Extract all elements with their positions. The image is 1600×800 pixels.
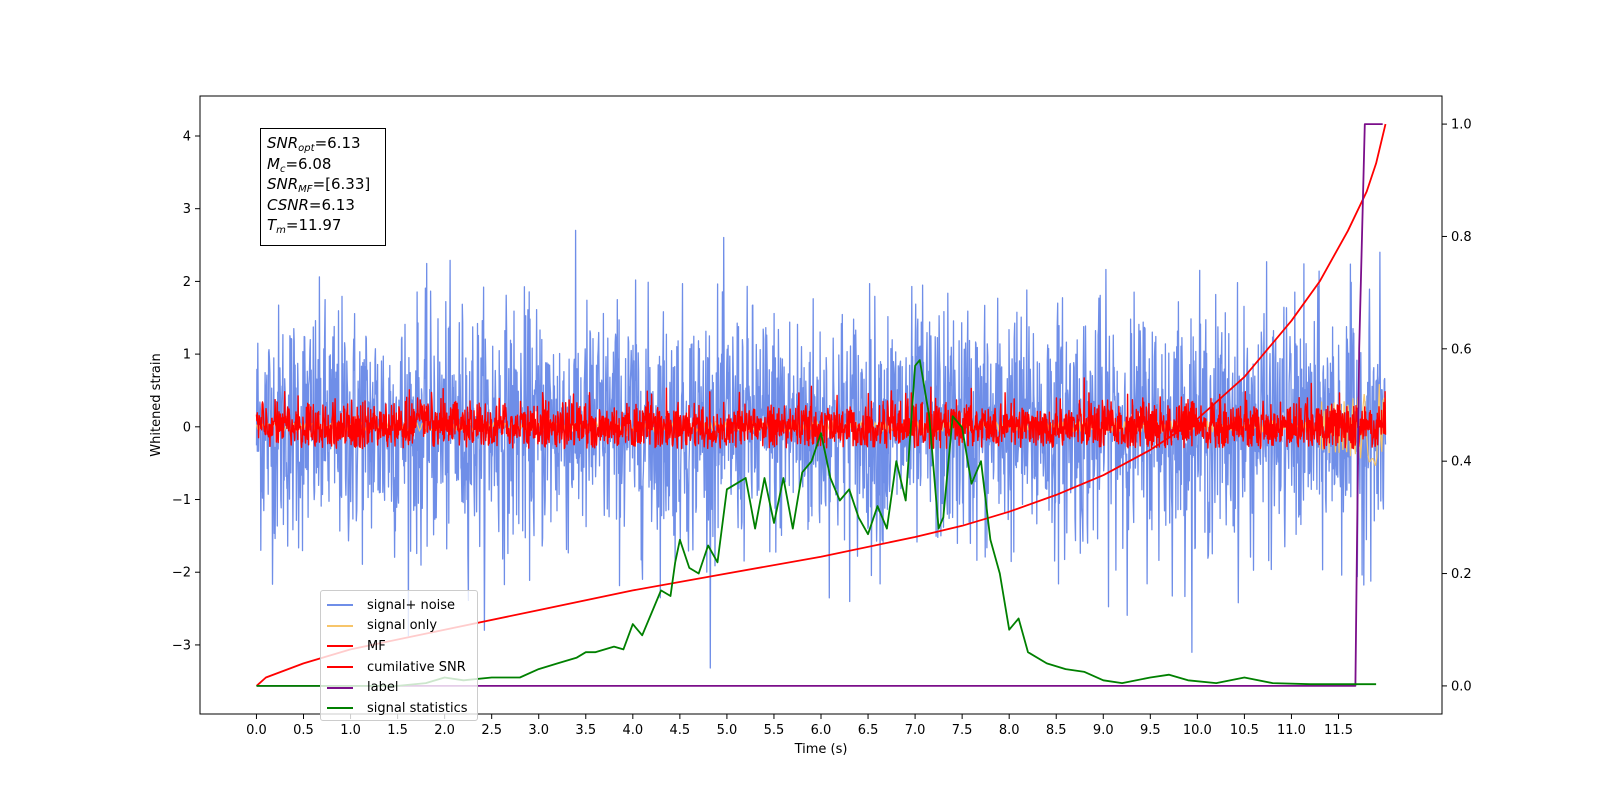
- x-tick-label: 11.0: [1277, 723, 1306, 738]
- legend-item: MF: [327, 636, 471, 657]
- x-tick-label: 4.5: [670, 723, 691, 738]
- legend-swatch: [327, 707, 353, 710]
- legend-swatch: [327, 624, 353, 627]
- legend-label: cumilative SNR: [367, 659, 466, 675]
- left-y-axis-ticks: −3 −2 −1 0 1 2 3 4: [172, 129, 200, 653]
- legend-swatch: [327, 666, 353, 669]
- x-tick-label: 7.5: [952, 723, 973, 738]
- series-line-signal-statistics: [256, 359, 1377, 687]
- x-tick-label: 10.5: [1230, 723, 1259, 738]
- y-left-tick-label: 1: [183, 348, 191, 363]
- y-left-tick-label: −1: [172, 493, 191, 508]
- x-tick-label: 8.0: [999, 723, 1020, 738]
- y-right-tick-label: 0.4: [1451, 455, 1472, 470]
- legend-label: signal statistics: [367, 700, 468, 716]
- snr-opt-line: SNRopt=6.13: [267, 134, 361, 154]
- legend-label: label: [367, 680, 399, 696]
- x-tick-label: 0.5: [293, 723, 314, 738]
- x-tick-label: 4.0: [622, 723, 643, 738]
- y-right-tick-label: 1.0: [1451, 118, 1472, 133]
- x-tick-label: 2.5: [481, 723, 502, 738]
- merger-time-line: Tm=11.97: [267, 216, 342, 236]
- x-tick-label: 6.0: [811, 723, 832, 738]
- snr-info-box: SNRopt=6.13 Mc=6.08 SNRMF=[6.33] CSNR=6.…: [260, 128, 386, 246]
- y-right-tick-label: 0.0: [1451, 679, 1472, 694]
- x-tick-label: 2.0: [434, 723, 455, 738]
- series-line-label: [256, 123, 1383, 687]
- x-tick-label: 8.5: [1046, 723, 1067, 738]
- legend-label: signal+ noise: [367, 597, 456, 613]
- legend-label: signal only: [367, 618, 438, 634]
- x-tick-label: 6.5: [858, 723, 879, 738]
- csnr-line: CSNR=6.13: [267, 195, 355, 214]
- legend-item: label: [327, 677, 471, 698]
- legend-item: cumilative SNR: [327, 657, 471, 678]
- legend-swatch: [327, 604, 353, 607]
- y-right-tick-label: 0.6: [1451, 342, 1472, 357]
- x-tick-label: 7.0: [905, 723, 926, 738]
- x-tick-label: 3.5: [575, 723, 596, 738]
- legend-swatch: [327, 645, 353, 648]
- y-left-tick-label: −2: [172, 566, 191, 581]
- y-right-tick-label: 0.8: [1451, 230, 1472, 245]
- y-axis-label: Whitened strain: [149, 353, 164, 456]
- y-left-tick-label: 3: [183, 202, 191, 217]
- y-right-tick-label: 0.2: [1451, 567, 1472, 582]
- y-left-tick-label: 2: [183, 275, 191, 290]
- x-tick-label: 9.0: [1093, 723, 1114, 738]
- x-axis-ticks: 0.0 0.5 1.0 1.5 2.0 2.5 3.0 3.5 4.0 4.5 5.0 5.5 6.0 6…: [246, 714, 1353, 738]
- x-tick-label: 11.5: [1324, 723, 1353, 738]
- x-tick-label: 3.0: [528, 723, 549, 738]
- y-left-tick-label: 4: [183, 129, 191, 144]
- x-tick-label: 1.5: [387, 723, 408, 738]
- legend-item: signal statistics: [327, 698, 471, 719]
- series-line-mf: [255, 377, 1387, 450]
- x-tick-label: 1.0: [340, 723, 361, 738]
- x-tick-label: 9.5: [1140, 723, 1161, 738]
- legend-item: signal+ noise: [327, 595, 471, 616]
- snr-mf-line: SNRMF=[6.33]: [267, 175, 371, 195]
- legend: signal+ noise signal only MF cumilative …: [320, 590, 478, 721]
- right-y-axis-ticks: 0.0 0.2 0.4 0.6 0.8 1.0: [1442, 118, 1472, 694]
- x-axis-label: Time (s): [794, 742, 848, 757]
- x-tick-label: 10.0: [1183, 723, 1212, 738]
- y-left-tick-label: −3: [172, 638, 191, 653]
- y-left-tick-label: 0: [183, 420, 191, 435]
- legend-label: MF: [367, 638, 386, 654]
- legend-swatch: [327, 686, 353, 689]
- x-tick-label: 0.0: [246, 723, 267, 738]
- chirp-mass-line: Mc=6.08: [267, 154, 332, 175]
- legend-item: signal only: [327, 616, 471, 637]
- x-tick-label: 5.0: [717, 723, 738, 738]
- x-tick-label: 5.5: [764, 723, 785, 738]
